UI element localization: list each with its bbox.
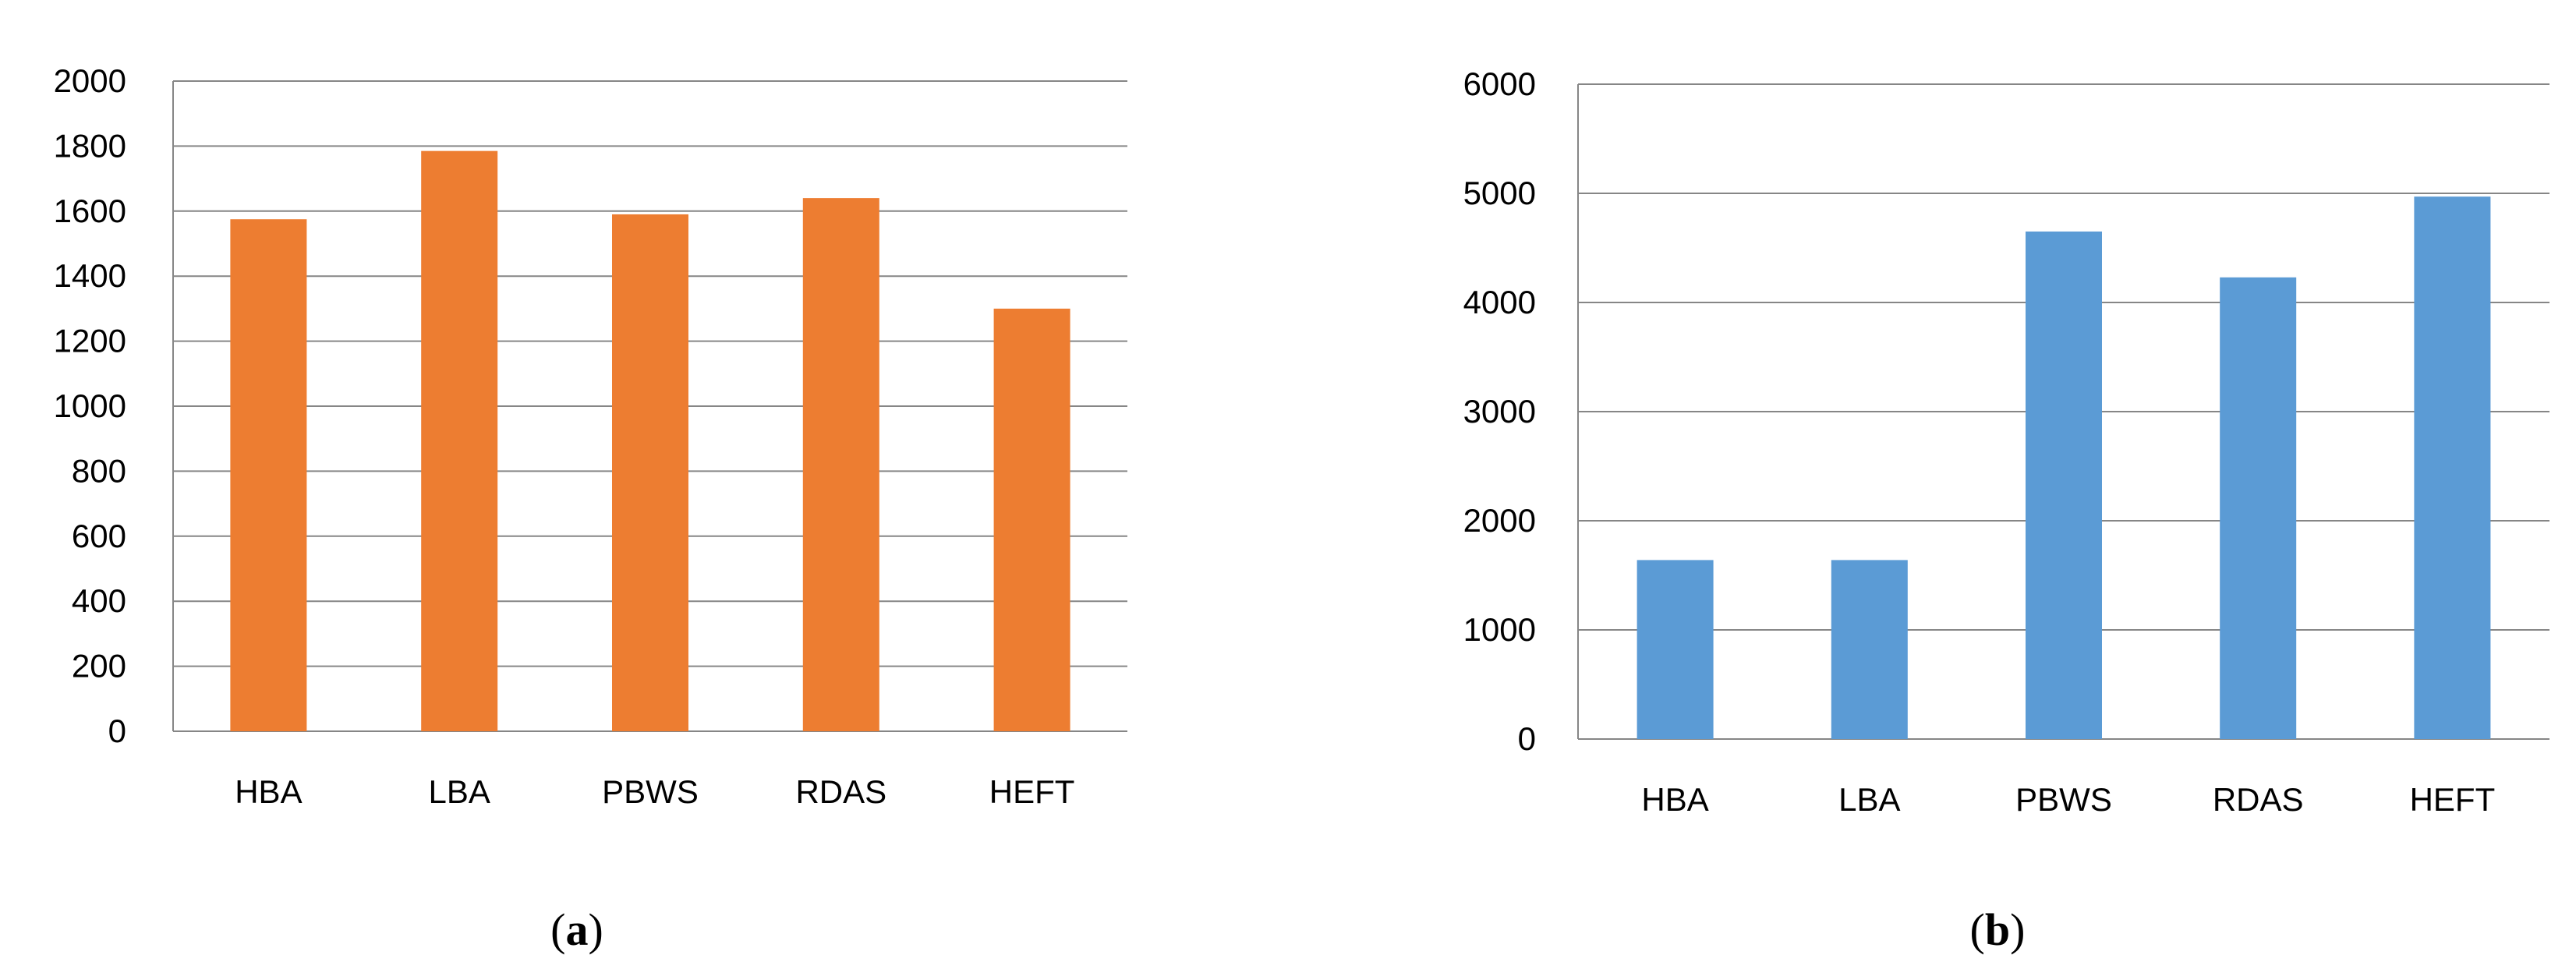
chart-a: 0 200 400 600 800 1000 1200 1400 1600 1800 2000 HBA… (54, 62, 1127, 810)
y-tick-label: 1000 (1463, 611, 1536, 648)
bar-hba (230, 219, 307, 732)
y-tick-label: 1400 (54, 257, 126, 294)
bar-heft (2414, 196, 2491, 739)
x-tick-label: LBA (1838, 781, 1900, 818)
bar-heft (993, 308, 1070, 731)
bar-pbws (612, 214, 688, 732)
y-tick-label: 3000 (1463, 393, 1536, 430)
y-tick-label: 400 (72, 582, 126, 619)
y-tick-label: 800 (72, 452, 126, 489)
x-tick-label: RDAS (795, 773, 886, 810)
x-tick-label: HBA (1641, 781, 1708, 818)
y-tick-label: 6000 (1463, 65, 1536, 102)
caption-b-letter: b (1985, 904, 2010, 955)
y-tick-label: 1600 (54, 193, 126, 229)
caption-a-letter: a (566, 904, 589, 955)
bar-pbws (2026, 232, 2102, 739)
y-tick-label: 2000 (1463, 502, 1536, 539)
y-tick-label: 1800 (54, 127, 126, 164)
x-tick-label: RDAS (2213, 781, 2304, 818)
bar-rdas (802, 198, 879, 731)
bar-rdas (2220, 277, 2297, 739)
bar-lba (1831, 560, 1908, 739)
chart-b: 0 1000 2000 3000 4000 5000 6000 HBA LBA PBWS RDAS H… (1463, 65, 2549, 818)
x-tick-label: LBA (429, 773, 490, 810)
y-tick-label: 1200 (54, 323, 126, 359)
y-tick-label: 0 (1518, 720, 1536, 757)
y-tick-label: 1000 (54, 387, 126, 424)
x-tick-label: PBWS (2015, 781, 2112, 818)
x-tick-label: HEFT (2410, 781, 2496, 818)
y-tick-label: 5000 (1463, 175, 1536, 211)
y-tick-label: 2000 (54, 62, 126, 99)
x-tick-label: HBA (235, 773, 302, 810)
caption-b: (b) (1970, 904, 2026, 955)
y-tick-label: 0 (108, 713, 126, 749)
y-tick-label: 4000 (1463, 284, 1536, 320)
y-tick-label: 600 (72, 518, 126, 554)
bar-lba (421, 150, 498, 731)
x-tick-label: PBWS (602, 773, 699, 810)
x-tick-label: HEFT (989, 773, 1075, 810)
caption-a: (a) (550, 904, 603, 955)
bar-hba (1637, 560, 1714, 739)
y-tick-label: 200 (72, 648, 126, 684)
